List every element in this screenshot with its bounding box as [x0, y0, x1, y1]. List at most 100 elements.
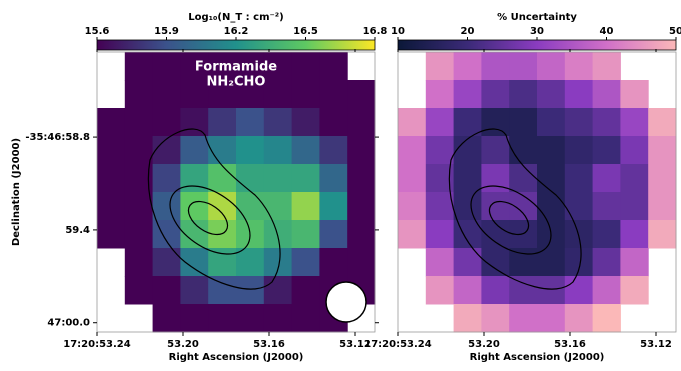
heatmap-cell	[453, 304, 482, 333]
heatmap-cell	[208, 108, 237, 137]
heatmap-cell	[319, 220, 348, 249]
heatmap-cell	[564, 52, 594, 81]
contour	[448, 128, 582, 290]
contour	[488, 200, 530, 236]
heatmap-cell	[291, 248, 320, 277]
heatmap-cell	[347, 248, 376, 277]
heatmap-cell	[481, 80, 510, 109]
x-tick-label: 53.16	[554, 339, 586, 350]
heatmap-cell	[291, 220, 320, 249]
heatmap-cell	[319, 192, 348, 221]
heatmap-cell	[152, 276, 181, 305]
heatmap-cell	[592, 248, 621, 277]
heatmap-cell	[509, 164, 538, 193]
heatmap-cell	[509, 52, 538, 81]
heatmap-cell	[537, 164, 566, 193]
x-tick-label: 17:20:53.24	[364, 339, 432, 350]
heatmap-cell	[592, 52, 621, 81]
heatmap-cell	[236, 248, 265, 277]
heatmap-cell	[425, 136, 455, 165]
heatmap-cell	[180, 192, 209, 221]
heatmap-cell	[152, 164, 181, 193]
heatmap-cell	[509, 248, 538, 277]
contour	[470, 185, 552, 255]
heatmap-cell	[152, 136, 181, 165]
heatmap-cell	[124, 108, 154, 137]
heatmap-cell	[648, 220, 677, 249]
heatmap-cell	[263, 248, 293, 277]
contour	[147, 128, 281, 290]
heatmap-cell	[319, 164, 348, 193]
heatmap-cell	[291, 108, 320, 137]
heatmap-cell	[347, 164, 376, 193]
annotation: Formamide	[195, 60, 277, 75]
heatmap-cell	[592, 304, 621, 333]
heatmap-cell	[180, 304, 209, 333]
heatmap-cell	[291, 304, 320, 333]
heatmap-cell	[236, 164, 265, 193]
heatmap-cell	[263, 192, 293, 221]
heatmap-cell	[564, 276, 594, 305]
heatmap-cell	[236, 52, 265, 81]
heatmap-cell	[481, 304, 510, 333]
heatmap-cell	[648, 164, 677, 193]
heatmap-cell	[398, 136, 427, 165]
colorbar-tick-label: 16.2	[224, 26, 249, 37]
heatmap-cell	[509, 276, 538, 305]
heatmap-cell	[124, 220, 154, 249]
heatmap-cell	[236, 80, 265, 109]
colorbar	[397, 39, 677, 51]
heatmap-cell	[124, 136, 154, 165]
heatmap-cell	[509, 304, 538, 333]
heatmap-cell	[208, 248, 237, 277]
heatmap-cell	[620, 108, 649, 137]
heatmap-cell	[453, 108, 482, 137]
heatmap-cell	[263, 220, 293, 249]
heatmap-cell	[236, 276, 265, 305]
heatmap-cell	[152, 108, 181, 137]
heatmap-cell	[537, 80, 566, 109]
heatmap-cell	[347, 108, 376, 137]
heatmap-cell	[620, 136, 649, 165]
heatmap-cell	[509, 80, 538, 109]
heatmap-cell	[481, 276, 510, 305]
heatmap-cell	[291, 164, 320, 193]
heatmap-cell	[180, 80, 209, 109]
heatmap-cell	[236, 108, 265, 137]
heatmap-cell	[620, 220, 649, 249]
heatmap-cell	[481, 136, 510, 165]
heatmap-cell	[592, 108, 621, 137]
heatmap-cell	[291, 192, 320, 221]
heatmap-cell	[398, 164, 427, 193]
heatmap-cell	[620, 192, 649, 221]
heatmap-cell	[537, 304, 566, 333]
heatmap-cell	[208, 276, 237, 305]
colorbar-tick-label: 16.8	[363, 26, 388, 37]
heatmap-cell	[347, 80, 376, 109]
colorbar-tick-label: 10	[391, 26, 405, 37]
heatmap-cell	[180, 52, 209, 81]
x-tick-label: 53.16	[253, 339, 285, 350]
heatmap-cell	[263, 164, 293, 193]
heatmap-cells	[97, 52, 376, 333]
heatmap-cell	[564, 248, 594, 277]
heatmap-cell	[620, 164, 649, 193]
x-axis-label: Right Ascension (J2000)	[470, 352, 605, 363]
heatmap-cell	[398, 192, 427, 221]
heatmap-cell	[398, 220, 427, 249]
beam	[325, 281, 367, 323]
heatmap-cell	[152, 52, 181, 81]
heatmap-cell	[425, 192, 455, 221]
heatmap-cell	[208, 136, 237, 165]
heatmap-cell	[263, 108, 293, 137]
colorbar-tick-label: 15.6	[85, 26, 110, 37]
heatmap-cell	[481, 192, 510, 221]
heatmap-cell	[347, 136, 376, 165]
heatmap-cell	[509, 136, 538, 165]
heatmap-cell	[537, 248, 566, 277]
y-tick-label: 47:00.0	[47, 318, 90, 329]
heatmap-cell	[152, 248, 181, 277]
heatmap-cell	[263, 136, 293, 165]
x-tick-label: 53.20	[167, 339, 199, 350]
heatmap-cell	[537, 276, 566, 305]
